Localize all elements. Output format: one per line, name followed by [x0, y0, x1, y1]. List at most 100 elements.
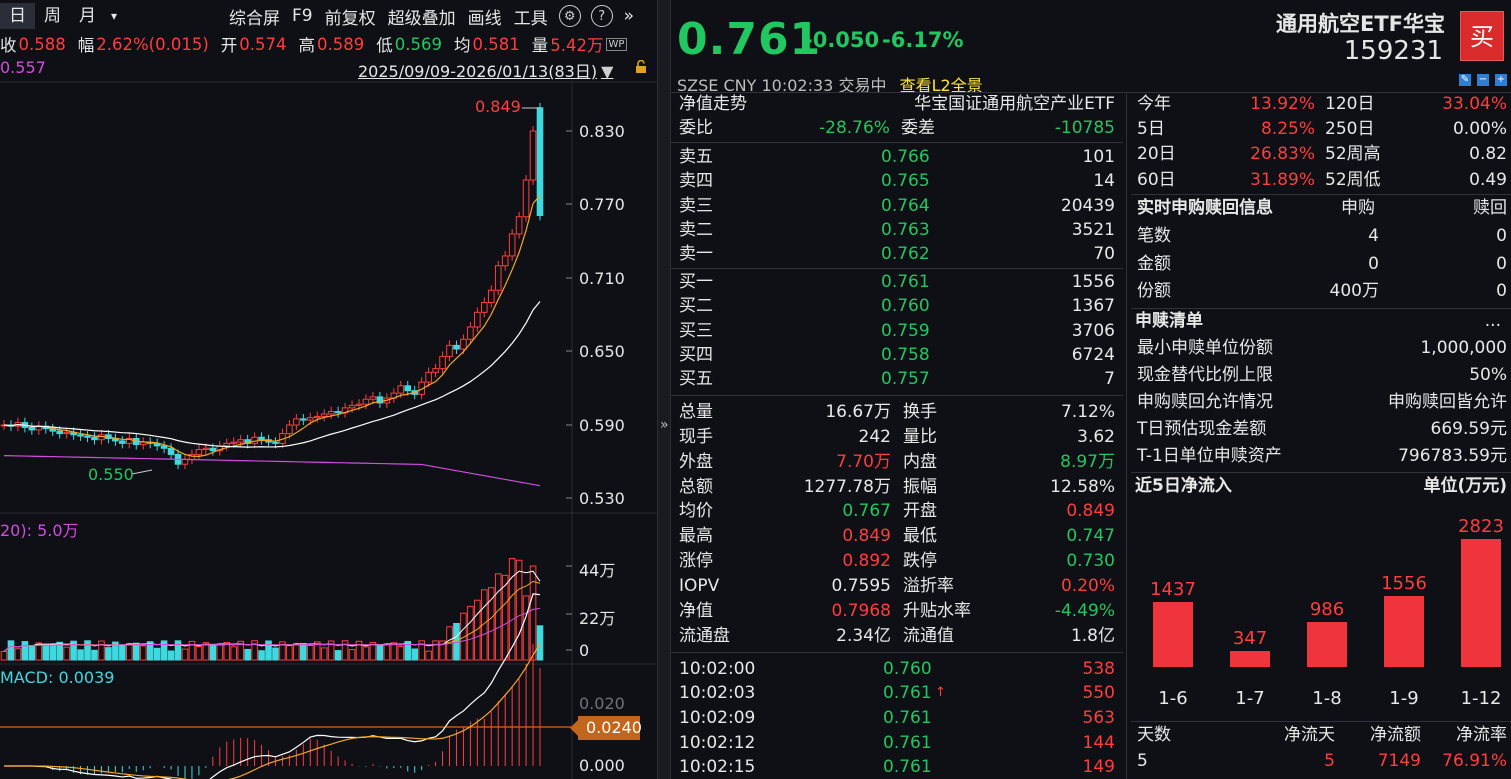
tools-button[interactable]: 工具: [513, 8, 548, 29]
candle: [404, 385, 412, 392]
detail-value: -4.49%: [1054, 601, 1115, 621]
bid-price: 0.761: [881, 271, 930, 292]
subscription-row: 笔数 4 0: [1131, 224, 1511, 248]
wp-icon[interactable]: WP: [605, 37, 628, 51]
ma5-line: [3, 195, 541, 457]
bid-row[interactable]: 买三 0.759 3706: [671, 319, 1123, 343]
volume-bar: [167, 650, 175, 661]
ask-row[interactable]: 卖五 0.766 101: [671, 145, 1123, 169]
overlay-button[interactable]: 超级叠加: [387, 8, 456, 29]
detail-row: 总额 1277.78万 振幅 12.58%: [671, 475, 1123, 499]
f9-button[interactable]: F9: [292, 6, 313, 26]
bid-price: 0.758: [881, 345, 930, 365]
draw-line-button[interactable]: 画线: [467, 8, 502, 29]
low-marker-line: [131, 469, 153, 475]
trade-status: 交易中: [838, 76, 887, 95]
subscription-title: 实时申购赎回信息: [1137, 197, 1273, 218]
redemption-list-row: T日预估现金差额 669.59元: [1131, 417, 1511, 441]
detail-value: 16.67万: [825, 401, 891, 422]
overview-button[interactable]: 综合屏: [229, 8, 281, 29]
help-icon[interactable]: ?: [590, 5, 613, 27]
candle: [160, 445, 168, 449]
netflow-bar[interactable]: [1307, 622, 1347, 667]
redemption-value: 0: [1496, 281, 1507, 302]
candle: [258, 436, 265, 441]
bid-volume: 3706: [1071, 320, 1115, 341]
period-day-tab[interactable]: 日: [0, 3, 35, 29]
bid-row[interactable]: 买一 0.761 1556: [671, 270, 1123, 294]
candle: [202, 447, 210, 450]
ask-price: 0.764: [881, 195, 930, 216]
forward-adjust-button[interactable]: 前复权: [324, 8, 376, 29]
more-icon[interactable]: ...: [1484, 311, 1501, 332]
l2-link[interactable]: 查看L2全景: [899, 76, 983, 95]
kline-chart[interactable]: [0, 0, 657, 779]
buy-button[interactable]: 买: [1460, 11, 1504, 61]
fund-code: 159231: [1343, 36, 1443, 66]
gear-icon[interactable]: ⚙: [558, 5, 581, 27]
volume-bar: [119, 644, 126, 661]
detail-value: 0.849: [842, 526, 891, 547]
detail-label: 净值: [679, 601, 713, 621]
volume-tick: 0: [579, 641, 590, 660]
candle: [501, 255, 509, 267]
tick-row: 10:02:00 0.760 538: [671, 657, 1123, 681]
nav-row[interactable]: 净值走势 华宝国证通用航空产业ETF: [671, 92, 1123, 116]
volume-bar: [49, 644, 57, 661]
edit-icon[interactable]: ✎: [1459, 74, 1471, 86]
period-month-tab[interactable]: 月: [79, 6, 96, 26]
volume-bar: [425, 650, 432, 661]
panel-splitter[interactable]: »: [657, 0, 671, 779]
detail-label: 外盘: [679, 451, 713, 472]
period-week-tab[interactable]: 周: [44, 6, 61, 26]
plus-icon[interactable]: +: [1495, 74, 1507, 86]
detail-row: 外盘 7.70万 内盘 8.97万: [671, 450, 1123, 474]
bid-price: 0.760: [881, 296, 930, 317]
ask-row[interactable]: 卖四 0.765 14: [671, 169, 1123, 193]
ask-row[interactable]: 卖三 0.764 20439: [671, 194, 1123, 218]
close-value: 0.588: [18, 34, 66, 54]
detail-label: 流通值: [903, 625, 954, 646]
tick-time: 10:02:03: [679, 683, 756, 704]
candle: [487, 289, 495, 303]
netflow-bar[interactable]: [1153, 601, 1193, 667]
volume-bar: [362, 646, 370, 661]
volume-bar: [293, 642, 300, 661]
kline-panel[interactable]: 日 周 月 ▾ 综合屏 F9 前复权 超级叠加 画线 工具 ⚙ ? » 收 0.5…: [0, 0, 657, 779]
nav-trend-link[interactable]: 净值走势: [679, 94, 747, 114]
volume-indicator-label: 20): 5.0万: [0, 521, 79, 540]
candle: [320, 413, 328, 417]
detail-label: 流通盘: [679, 625, 730, 646]
expand-icon[interactable]: »: [660, 417, 669, 433]
netflow-bar[interactable]: [1384, 596, 1424, 667]
price-tick: 0.830: [579, 122, 625, 141]
netflow-bar[interactable]: [1230, 651, 1270, 667]
ask-volume: 20439: [1060, 195, 1115, 216]
netflow-bar[interactable]: [1461, 539, 1501, 667]
orderbook: 净值走势 华宝国证通用航空产业ETF 委比 -28.76% 委差 -10785 …: [671, 92, 1123, 779]
unlock-icon[interactable]: [634, 60, 648, 74]
candle: [84, 435, 91, 438]
fund-name: 通用航空ETF华宝: [1275, 12, 1445, 36]
candle: [474, 311, 481, 328]
low-value: 0.569: [394, 34, 443, 54]
detail-value: 0.20%: [1060, 576, 1115, 597]
redemption-value: 0: [1496, 225, 1507, 246]
bid-row[interactable]: 买二 0.760 1367: [671, 294, 1123, 318]
bid-row[interactable]: 买五 0.757 7: [671, 367, 1123, 391]
candle: [376, 396, 384, 404]
volume-bar: [536, 625, 544, 661]
volume-bar: [153, 647, 161, 661]
volume-bar: [237, 640, 244, 661]
ask-row[interactable]: 卖二 0.763 3521: [671, 218, 1123, 242]
minus-icon[interactable]: −: [1477, 74, 1489, 86]
bid-row[interactable]: 买四 0.758 6724: [671, 343, 1123, 367]
period-menu-icon[interactable]: ▾: [111, 9, 118, 23]
dropdown-icon[interactable]: ▼: [601, 62, 614, 81]
ask-row[interactable]: 卖一 0.762 70: [671, 242, 1123, 266]
date-range-selector[interactable]: 2025/09/09-2026/01/13(83日) ▼: [358, 58, 613, 82]
weicha-value: -10785: [1054, 118, 1115, 139]
redemption-list-row: T-1日单位申赎资产 796783.59元: [1131, 444, 1511, 468]
volume-bar: [202, 642, 210, 661]
more-icon[interactable]: »: [623, 6, 635, 26]
